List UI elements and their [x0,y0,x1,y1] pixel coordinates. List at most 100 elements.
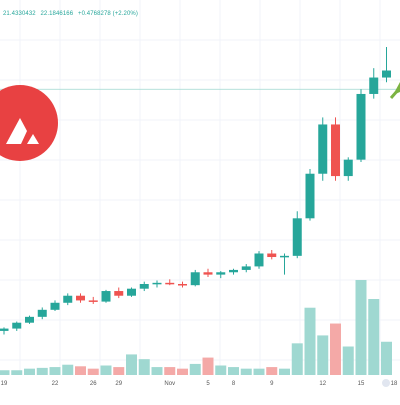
candle-body [0,328,9,331]
trend-arrow [389,82,400,99]
candle [190,269,200,287]
candle [267,249,277,260]
volume-bar [342,346,354,375]
volume-bar [330,323,341,375]
candle-body [139,284,149,289]
volume-bar [24,368,35,375]
volume-bars [0,280,392,375]
open-value: 21.4330432 [3,11,36,17]
volume-bar [381,341,392,375]
volume-bar [240,368,252,375]
candle-body [127,288,136,296]
grid-lines [0,0,400,375]
volume-bar [317,335,329,375]
volume-bar [355,280,367,375]
candle-body [216,272,226,275]
candle-body [267,253,277,258]
candle-body [88,300,98,302]
volume-bar [304,307,316,375]
volume-bar [279,368,290,375]
candle-body [356,93,366,160]
ohlc-readout: 21.4330432 22.1846166 +0.4768278 (+2.20%… [3,11,141,17]
candle-body [254,253,264,267]
candle-body [114,291,124,296]
volume-bar [215,365,227,375]
logo-mark-small [27,134,39,144]
volume-bar [87,368,99,375]
change-value: +0.4768278 (+2.20%) [77,11,138,17]
candle-body [292,218,302,256]
volume-bar [151,367,163,375]
candle [127,287,136,297]
x-tick-label: 18 [391,381,398,387]
candle [152,280,162,288]
volume-bar [113,367,125,375]
x-tick-label: 8 [232,381,236,387]
candle [280,253,289,275]
candle [382,47,391,83]
candle [254,251,264,269]
candle [88,296,98,304]
candle-body [165,282,175,285]
candle [369,68,379,99]
candle-body [318,124,328,174]
logo-mark-large [6,118,27,144]
candle-body [37,309,47,317]
candle-body [178,284,187,286]
candle [318,117,328,181]
candle-body [190,272,200,286]
badge-circle [382,379,390,387]
x-tick-label: 5 [206,381,210,387]
candle [139,281,149,292]
candle-body [369,77,379,94]
x-axis-ticks: 19 22 26 29 Nov 5 8 9 12 15 18 [1,381,398,387]
volume-bar [177,368,188,375]
volume-bar [11,370,23,375]
candle [25,315,34,324]
candle-body [76,295,85,301]
x-tick-label: 26 [90,381,97,387]
candle-body [50,302,60,310]
x-tick-label: 12 [319,381,326,387]
candle-body [152,282,162,285]
volume-bar [36,367,48,375]
volume-bar [62,364,74,375]
candle-body [280,255,289,258]
candle [356,89,366,162]
x-tick-label: 29 [115,381,122,387]
candle [292,211,302,259]
volume-bar [164,367,176,375]
candle-body [382,70,391,78]
candle [229,268,238,275]
x-tick-label: 22 [52,381,59,387]
volume-bar [202,357,214,375]
logo-circle [0,85,58,161]
candle [178,281,187,288]
candle [114,287,124,299]
volume-bar [126,354,137,375]
volume-bar [0,370,10,375]
candles [0,47,391,335]
chart-badge [382,379,390,387]
candle-body [12,322,22,329]
volume-bar [189,363,201,375]
volume-bar [228,367,239,375]
candle-body [343,159,353,177]
high-value: 22.1846166 [40,11,74,17]
avalanche-logo [0,85,58,161]
volume-bar [266,367,278,375]
candle [331,117,340,181]
candle [0,327,9,335]
candle [216,271,226,279]
volume-bar [253,368,265,375]
candle [241,264,251,273]
candle [37,307,47,320]
candle [76,293,85,303]
candle-body [101,291,111,302]
candle [343,157,353,181]
candle [50,300,60,311]
volume-bar [49,367,61,375]
candle [203,268,213,277]
volume-bar [368,299,380,375]
